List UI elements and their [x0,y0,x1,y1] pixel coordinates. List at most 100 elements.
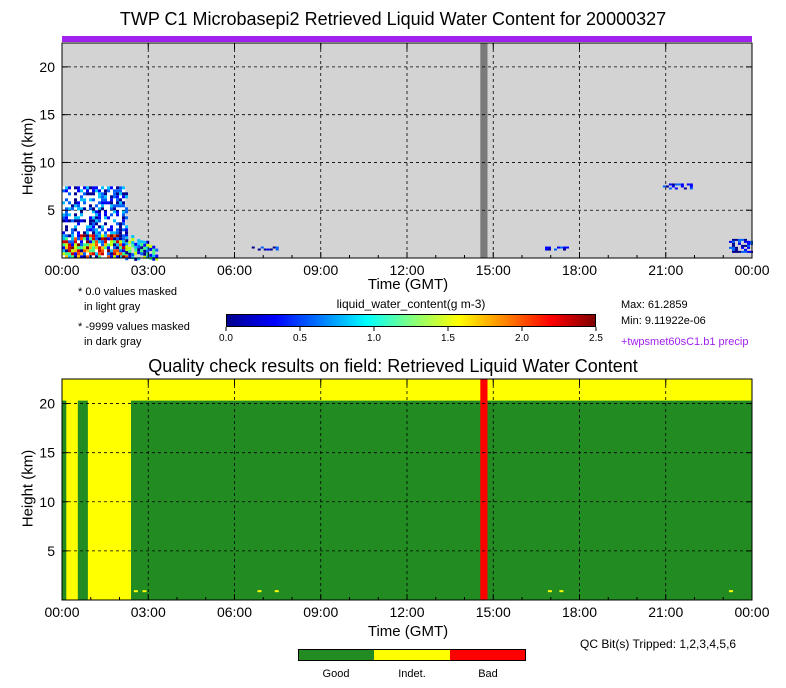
lwc-cell [146,246,150,250]
lwc-cell [732,248,735,251]
lwc-cell [128,246,132,250]
lwc-cell [545,246,548,249]
top-y-tick-label: 15 [39,107,55,123]
lwc-cell [62,234,65,238]
lwc-cell [125,210,128,214]
lwc-cell [125,234,128,238]
lwc-cell [119,189,122,193]
lwc-cell [65,219,68,223]
lwc-cell [71,246,74,250]
lwc-cell [92,186,95,190]
lwc-cell [134,242,138,246]
lwc-cell [83,234,86,238]
lwc-cell [92,219,95,223]
lwc-cell [116,213,119,217]
qc-legend [298,649,526,661]
lwc-cell [77,222,80,226]
top-x-tick-label: 06:00 [217,262,252,278]
lwc-cell [62,216,65,220]
lwc-cell [122,246,125,250]
lwc-cell [71,249,74,253]
lwc-cell [89,216,92,220]
lwc-cell [104,222,107,226]
lwc-cell [80,252,83,256]
lwc-cell [741,238,744,241]
lwc-cell [101,249,104,253]
legend-swatch-indet [374,650,450,660]
lwc-cell [92,210,95,214]
lwc-cell [65,225,68,229]
lwc-cell [275,246,279,249]
lwc-cell [107,234,110,238]
lwc-cell [116,243,119,247]
lwc-cell [101,243,104,247]
lwc-cell [98,219,101,223]
lwc-cell [95,243,98,247]
lwc-cell [747,250,750,253]
top-x-tick-label: 00:00 [44,262,79,278]
lwc-cell [741,250,744,253]
lwc-cell [548,248,551,251]
lwc-cell [732,240,735,243]
lwc-cell [119,186,122,190]
precip-source-text: +twpsmet60sC1.b1 precip [621,336,749,348]
lwc-cell [107,246,110,250]
lwc-cell [101,252,104,256]
top-x-tick-label: 21:00 [648,262,683,278]
lwc-cell [128,252,132,256]
lwc-cell [125,192,128,196]
lwc-cell [137,257,141,261]
lwc-cell [83,237,86,241]
lwc-cell [104,216,107,220]
lwc-cell [113,210,116,214]
bottom-x-tick-label: 06:00 [217,604,252,620]
bottom-x-tick-label: 15:00 [476,604,511,620]
lwc-region [251,246,279,251]
lwc-cell [122,252,125,256]
bottom-x-tick-label: 21:00 [648,604,683,620]
lwc-cell [125,242,129,246]
lwc-cell [689,187,693,190]
lwc-cell [92,237,95,241]
precip-flag-bar [62,36,752,42]
lwc-cell [116,237,119,241]
lwc-cell [104,192,107,196]
lwc-cell [119,222,122,226]
lwc-cell [125,207,128,211]
qc-region-good [77,400,88,600]
lwc-cell [110,213,113,217]
lwc-cell [92,192,95,196]
lwc-cell [738,242,741,245]
qc-speckle [274,590,279,593]
lwc-cell [110,231,113,235]
lwc-cell [80,243,83,247]
lwc-cell [665,185,669,188]
lwc-cell [113,252,116,256]
lwc-cell [110,237,113,241]
lwc-cell [98,201,101,205]
qc-speckle [142,590,147,593]
lwc-cell [74,228,77,232]
lwc-cell [89,192,92,196]
lwc-cell [80,219,83,223]
lwc-cell [122,210,125,214]
lwc-cell [137,251,141,255]
bottom-x-tick-label: 00:00 [44,604,79,620]
lwc-cell [62,201,65,205]
lwc-cell [149,253,153,257]
qc-region-good [62,400,67,600]
bottom-x-tick-label: 12:00 [389,604,424,620]
top-plot-background [62,43,752,258]
lwc-cell [65,213,68,217]
lwc-cell [119,228,122,232]
lwc-cell [125,228,128,232]
lwc-cell [131,253,135,257]
lwc-cell [74,252,77,256]
lwc-cell [62,240,65,244]
lwc-cell [95,219,98,223]
lwc-cell [77,201,80,205]
lwc-cell [122,195,125,199]
lwc-cell [71,252,74,256]
lwc-cell [89,222,92,226]
